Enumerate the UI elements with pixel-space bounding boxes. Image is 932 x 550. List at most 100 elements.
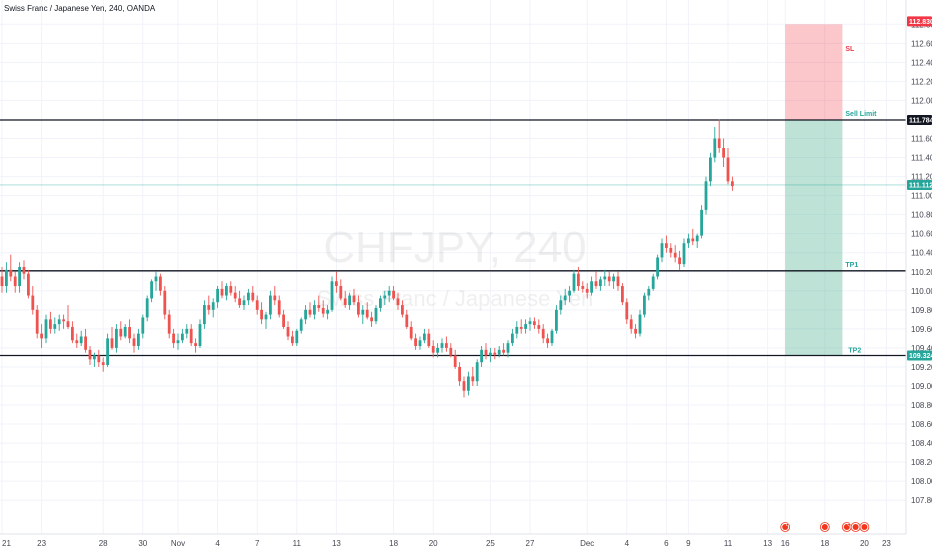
price-tick-label: 111.400	[911, 154, 932, 163]
time-tick-label: 6	[664, 539, 669, 548]
candle-body	[572, 273, 576, 291]
current-price-tag: 111.112	[909, 182, 932, 189]
candle-body	[651, 276, 655, 289]
candle-body	[427, 333, 431, 347]
candle-body	[159, 276, 162, 291]
candle-body	[53, 324, 57, 329]
time-tick-label: 18	[389, 539, 398, 548]
economic-event-icon[interactable]	[850, 522, 861, 532]
candle-body	[682, 243, 686, 265]
candle-body	[150, 281, 153, 299]
candle-body	[717, 138, 721, 149]
candle-body	[110, 338, 114, 348]
candle-body	[731, 181, 734, 187]
candle-body	[88, 349, 92, 360]
level-price-tag-bg	[907, 350, 932, 361]
economic-event-icon[interactable]	[780, 522, 791, 532]
candle-body	[343, 298, 347, 306]
candle-body	[418, 340, 422, 347]
price-tick-label: 110.000	[911, 287, 932, 296]
event-dot	[852, 524, 859, 530]
time-tick-label: Nov	[171, 539, 185, 548]
candle-body	[286, 326, 290, 337]
price-tick-label: 108.000	[911, 477, 932, 486]
price-tick-label: 110.400	[911, 249, 932, 258]
candle-body	[625, 302, 629, 320]
candle-body	[207, 305, 211, 310]
candle-body	[264, 314, 268, 320]
candle-body	[203, 305, 206, 325]
price-tick-label: 109.800	[911, 306, 932, 315]
candle-body	[484, 349, 488, 356]
chart-title: Swiss Franc / Japanese Yen, 240, OANDA	[4, 4, 156, 13]
watermark: CHFJPY, 240 Swiss Franc / Japanese Yen	[317, 223, 593, 311]
candle-body	[220, 288, 224, 296]
stop-loss-zone[interactable]	[785, 24, 843, 121]
price-tick-label: 109.000	[911, 382, 932, 391]
time-tick-label: 11	[724, 539, 733, 548]
economic-event-icon[interactable]	[819, 522, 830, 532]
economic-event-icon[interactable]	[841, 522, 852, 532]
time-tick-label: 4	[215, 539, 220, 548]
candle-body	[35, 309, 39, 334]
candle-body	[656, 257, 659, 277]
time-tick-label: 18	[820, 539, 829, 548]
time-axis[interactable]: 21 23 28 30 Nov 4 7 11 13 18 20 25 27 Dec 4 6 9 11 13 16 18 2…	[2, 539, 891, 548]
candle-body	[167, 314, 171, 334]
event-count-badge	[847, 522, 851, 527]
candle-body	[93, 355, 96, 360]
candle-body	[440, 343, 444, 348]
candle-body	[352, 295, 356, 303]
level-label: TP2	[848, 348, 861, 355]
candle-body	[313, 305, 316, 315]
candle-body	[480, 349, 483, 363]
candle-body	[594, 281, 598, 287]
candle-body	[722, 148, 725, 158]
candle-body	[9, 269, 13, 277]
candle-body	[414, 338, 417, 347]
price-tick-label: 111.000	[911, 192, 932, 201]
candle-body	[673, 252, 677, 258]
time-tick-label: 20	[429, 539, 438, 548]
short-position-tool[interactable]: SL	[785, 24, 855, 356]
candle-body	[229, 286, 233, 293]
candle-body	[616, 276, 620, 287]
candle-body	[106, 338, 109, 366]
horizontal-levels[interactable]: Sell Limit TP1 TP2	[0, 111, 906, 357]
candle-body	[458, 366, 461, 382]
candle-body	[97, 355, 101, 363]
candle-body	[260, 309, 263, 320]
candle-body	[269, 295, 272, 315]
candle-body	[537, 325, 541, 329]
time-tick-label: 23	[37, 539, 46, 548]
candle-body	[154, 276, 158, 282]
economic-events[interactable]	[780, 522, 870, 532]
candle-body	[357, 302, 360, 315]
candle-body	[629, 319, 633, 329]
candle-body	[361, 309, 365, 315]
candle-body	[379, 298, 382, 308]
candle-body	[339, 286, 343, 299]
time-tick-label: 16	[781, 539, 790, 548]
candle-body	[66, 321, 70, 327]
candle-body	[44, 319, 48, 339]
candle-body	[396, 298, 400, 306]
candle-body	[13, 276, 17, 287]
candle-body	[423, 333, 426, 341]
time-tick-label: 25	[486, 539, 495, 548]
stop-loss-label: SL	[845, 46, 855, 53]
economic-event-icon[interactable]	[859, 522, 870, 532]
candle-body	[401, 305, 404, 315]
candle-body	[709, 157, 712, 182]
candle-body	[335, 281, 338, 287]
price-axis[interactable]: 112.800112.600112.400112.200112.000111.8…	[911, 20, 932, 505]
time-axis-background	[0, 534, 906, 550]
candle-body	[695, 235, 699, 242]
price-tick-label: 112.200	[911, 77, 932, 86]
price-tick-label: 110.600	[911, 230, 932, 239]
time-tick-label: 13	[332, 539, 341, 548]
candle-body	[590, 281, 593, 293]
